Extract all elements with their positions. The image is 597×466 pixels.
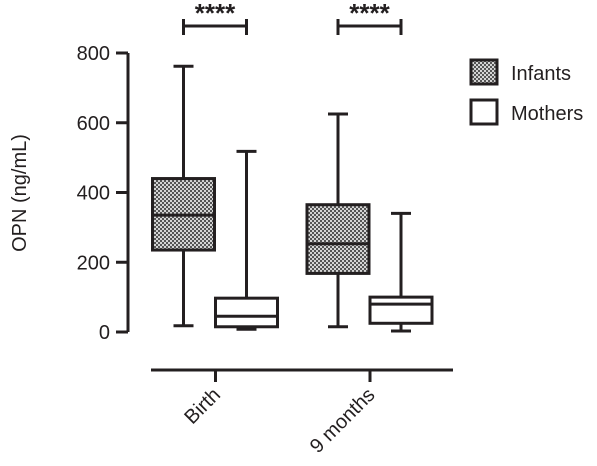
x-tick-label: Birth xyxy=(180,384,225,429)
iqr-box xyxy=(368,295,434,325)
y-tick-label: 400 xyxy=(77,183,110,205)
x-tick-label: 9 months xyxy=(306,384,380,458)
boxes xyxy=(151,64,434,333)
box-infants-1 xyxy=(305,112,371,329)
y-tick-label: 0 xyxy=(99,322,110,344)
y-ticks: 0 200 400 600 800 xyxy=(77,43,128,344)
iqr-box xyxy=(214,296,279,329)
legend-swatch-infants xyxy=(469,58,499,86)
y-axis-title: OPN (ng/mL) xyxy=(9,134,31,252)
y-tick-label: 800 xyxy=(77,43,110,65)
x-ticks: Birth 9 months xyxy=(180,370,380,458)
y-tick-label: 200 xyxy=(77,252,110,274)
significance-brackets: **** **** xyxy=(182,0,403,35)
legend-label-infants: Infants xyxy=(511,63,571,85)
y-tick-label: 600 xyxy=(77,113,110,135)
box-mothers-1 xyxy=(368,211,434,333)
box-infants-0 xyxy=(151,64,216,328)
legend-label-mothers: Mothers xyxy=(511,103,583,125)
legend-swatch-mothers xyxy=(469,98,499,126)
box-mothers-0 xyxy=(214,149,279,331)
sig-label: **** xyxy=(195,0,236,28)
legend: Infants Mothers xyxy=(469,58,583,126)
sig-label: **** xyxy=(349,0,390,28)
iqr-box xyxy=(305,203,371,275)
